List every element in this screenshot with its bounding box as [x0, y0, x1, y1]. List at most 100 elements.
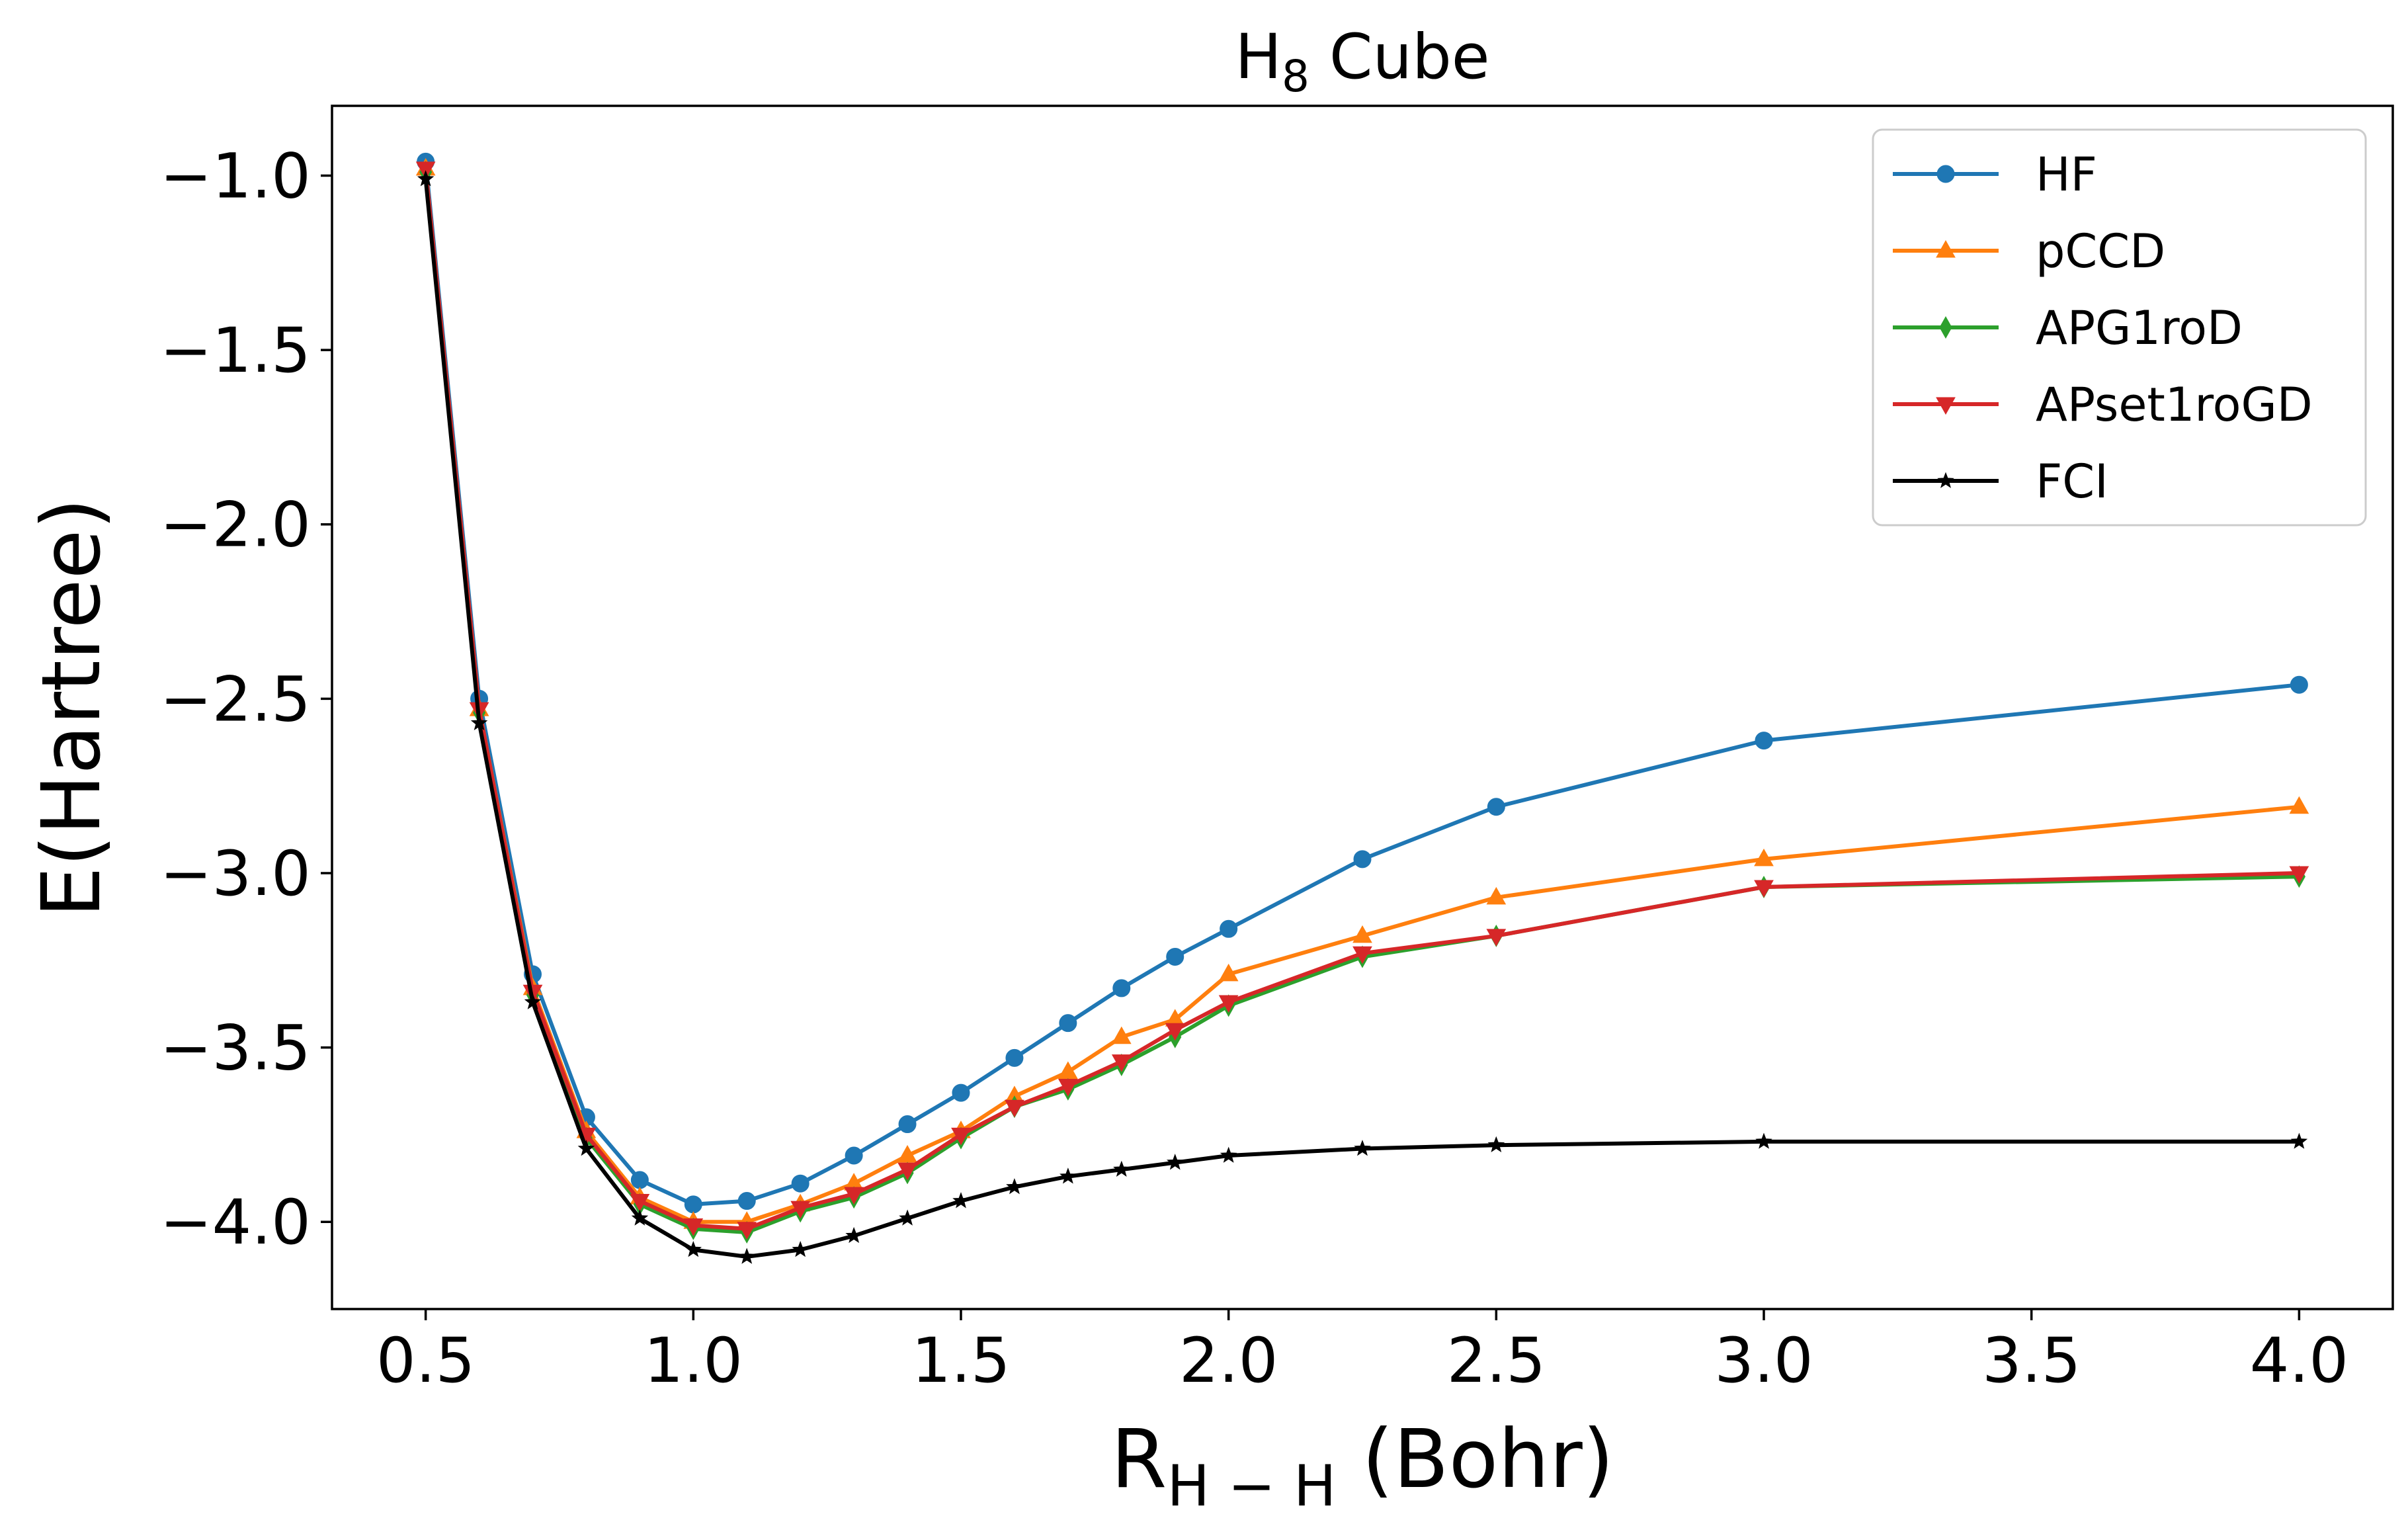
x-tick-label: 1.5 — [911, 1325, 1011, 1397]
data-point-fci — [1354, 1140, 1371, 1156]
legend-marker — [1937, 472, 1954, 488]
x-tick-label: 2.0 — [1179, 1325, 1278, 1397]
series-apset1rogd — [415, 161, 2309, 1240]
y-tick-label: −2.5 — [160, 663, 311, 736]
data-point-fci — [631, 1209, 649, 1226]
data-point-fci — [1755, 1132, 1772, 1149]
data-point-fci — [1166, 1154, 1184, 1170]
data-point-apset1rogd — [2289, 866, 2309, 884]
data-point-pccd — [1486, 886, 1507, 905]
data-point-hf — [1166, 947, 1184, 966]
data-point-apset1rogd — [1754, 880, 1774, 898]
legend-label: APset1roGD — [2036, 378, 2313, 432]
chart-title: H8 Cube — [1235, 21, 1489, 102]
data-point-fci — [1006, 1178, 1023, 1195]
data-point-fci — [1220, 1146, 1237, 1163]
y-tick-label: −1.5 — [160, 315, 311, 387]
series-line-apg1rod — [423, 170, 2302, 1234]
x-tick-label: 3.5 — [1982, 1325, 2081, 1397]
data-point-fci — [1059, 1167, 1077, 1184]
data-point-hf — [1220, 919, 1238, 938]
y-tick-label: −3.0 — [160, 838, 311, 910]
x-tick-label: 3.0 — [1714, 1325, 1813, 1397]
legend-entry-pccd: pCCD — [1893, 224, 2165, 278]
data-point-apset1rogd — [1218, 995, 1239, 1013]
data-point-fci — [2290, 1132, 2308, 1149]
data-point-hf — [1755, 732, 1773, 750]
data-point-apset1rogd — [790, 1201, 811, 1219]
chart-title-subscript: 8 — [1282, 51, 1309, 102]
data-point-fci — [738, 1248, 756, 1264]
data-point-hf — [630, 1171, 649, 1189]
legend-entry-apg1rod: APG1roD — [1893, 301, 2243, 355]
y-tick-label: −2.0 — [160, 489, 311, 562]
series-line-fci — [423, 177, 2302, 1259]
data-point-apset1rogd — [1058, 1079, 1078, 1097]
data-point-fci — [845, 1226, 862, 1244]
x-tick-label: 4.0 — [2250, 1325, 2349, 1397]
legend-marker — [1936, 165, 1955, 183]
data-point-hf — [1353, 850, 1372, 869]
data-point-fci — [899, 1209, 916, 1226]
series-fci — [417, 170, 2308, 1264]
data-point-hf — [1005, 1048, 1024, 1067]
legend-marker — [1939, 316, 1952, 339]
data-point-hf — [1059, 1014, 1077, 1033]
legend-label: APG1roD — [2036, 301, 2243, 355]
series-line-pccd — [423, 166, 2302, 1224]
data-point-hf — [737, 1192, 756, 1210]
plot-series — [415, 152, 2309, 1264]
y-axis: −1.0 −1.5 −2.0 −2.5 −3.0 −3.5 −4.0 — [160, 140, 332, 1259]
x-tick-label: 2.5 — [1447, 1325, 1546, 1397]
data-point-apset1rogd — [1165, 1023, 1185, 1041]
data-point-fci — [685, 1240, 702, 1257]
data-point-fci — [470, 714, 488, 731]
legend-entry-fci: FCI — [1893, 454, 2108, 509]
x-tick-label: 1.0 — [644, 1325, 743, 1397]
data-point-pccd — [1111, 1026, 1132, 1044]
data-point-apset1rogd — [1111, 1054, 1132, 1072]
x-axis-title-subscript: H − H — [1167, 1453, 1336, 1519]
data-point-pccd — [1218, 963, 1239, 982]
data-point-fci — [1487, 1136, 1505, 1153]
legend: HF pCCD APG1roD APset1roGD FCI — [1872, 128, 2367, 527]
series-line-apset1rogd — [423, 166, 2302, 1231]
y-tick-label: −3.5 — [160, 1013, 311, 1085]
data-point-apset1rogd — [1005, 1099, 1024, 1118]
data-point-fci — [524, 993, 542, 1009]
legend-entry-apset1rogd: APset1roGD — [1893, 378, 2313, 432]
legend-marker — [1936, 397, 1956, 415]
legend-label: FCI — [2036, 454, 2108, 509]
data-point-hf — [1112, 979, 1131, 997]
data-point-fci — [792, 1240, 809, 1257]
data-point-apset1rogd — [844, 1187, 864, 1205]
data-point-apset1rogd — [737, 1222, 757, 1240]
legend-marker — [1936, 239, 1956, 258]
data-point-fci — [577, 1140, 595, 1156]
y-tick-label: −4.0 — [160, 1187, 311, 1259]
data-point-pccd — [1352, 925, 1372, 943]
legend-label: pCCD — [2036, 224, 2165, 278]
y-tick-label: −1.0 — [160, 140, 311, 212]
data-point-hf — [2290, 675, 2308, 694]
x-axis: 0.5 1.0 1.5 2.0 2.5 3.0 3.5 4.0 — [376, 1309, 2348, 1397]
data-point-fci — [417, 170, 435, 187]
data-point-pccd — [2289, 796, 2309, 814]
data-point-apset1rogd — [630, 1194, 650, 1212]
data-point-fci — [952, 1192, 970, 1208]
data-point-hf — [684, 1195, 702, 1214]
legend-box — [1872, 128, 2367, 527]
data-point-hf — [898, 1115, 917, 1134]
x-tick-label: 0.5 — [376, 1325, 476, 1397]
data-point-hf — [952, 1083, 970, 1102]
series-line-hf — [423, 159, 2302, 1207]
data-point-hf — [1487, 798, 1505, 816]
data-point-apset1rogd — [683, 1218, 704, 1236]
plot-frame — [331, 105, 2394, 1310]
data-point-apset1rogd — [897, 1162, 917, 1181]
data-point-apset1rogd — [951, 1127, 971, 1146]
data-point-apset1rogd — [1352, 946, 1372, 964]
data-point-hf — [845, 1146, 863, 1165]
y-axis-title: E(Hartree) — [24, 498, 118, 917]
